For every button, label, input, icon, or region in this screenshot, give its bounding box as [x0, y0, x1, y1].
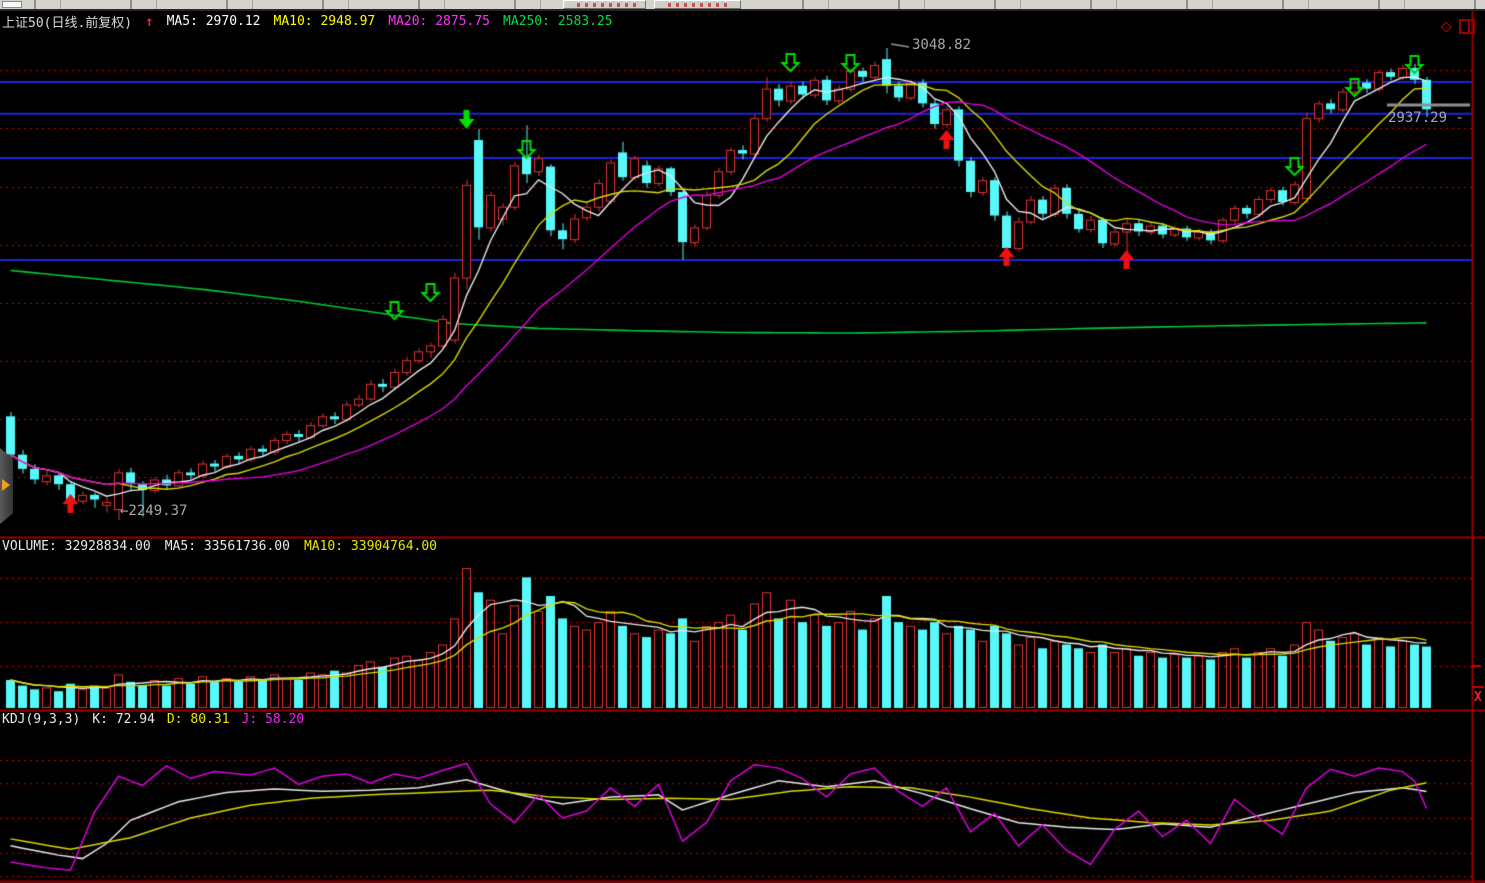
toolbar-button-1-text: [572, 3, 637, 7]
instrument-title: 上证50(日线.前复权): [2, 16, 133, 31]
volume-value: VOLUME: 32928834.00: [2, 539, 151, 554]
peak-price-annotation: 3048.82: [912, 37, 972, 53]
kdj-k-value: K: 72.94: [92, 712, 155, 727]
trend-up-arrow-icon: ↑: [145, 13, 154, 30]
toolbar-button-2[interactable]: [654, 0, 741, 9]
volume-ma10-value: MA10: 33904764.00: [303, 539, 438, 554]
top-toolbar: [0, 0, 1485, 11]
toolbar-button-2-text: [663, 3, 732, 7]
split-window-icon[interactable]: [1459, 18, 1475, 34]
kdj-j-value: J: 58.20: [241, 712, 305, 727]
toolbar-swatch: [2, 1, 22, 8]
kdj-d-value: D: 80.31: [166, 712, 230, 727]
expand-arrow-icon: [2, 479, 10, 491]
ma10-value: MA10: 2948.97: [273, 14, 376, 29]
volume-pane-header: VOLUME: 32928834.00 MA5: 33561736.00 MA1…: [2, 539, 437, 554]
pane-corner-icons: ◇: [1440, 15, 1475, 37]
ma250-value: MA250: 2583.25: [503, 14, 613, 29]
diamond-icon[interactable]: ◇: [1440, 15, 1452, 37]
volume-ma5-value: MA5: 33561736.00: [164, 539, 290, 554]
ma5-value: MA5: 2970.12: [166, 14, 261, 29]
toolbar-button-1[interactable]: [563, 0, 646, 9]
volume-pane-close-button[interactable]: X: [1474, 690, 1482, 705]
latest-price-annotation: 2937.29 -: [1388, 110, 1464, 126]
trough-price-annotation: ←2249.37: [120, 503, 188, 519]
kdj-pane-header: KDJ(9,3,3) K: 72.94 D: 80.31 J: 58.20: [2, 712, 304, 727]
sidebar-collapse-tab[interactable]: [0, 448, 13, 524]
price-pane-header: 上证50(日线.前复权) ↑ MA5: 2970.12 MA10: 2948.9…: [2, 12, 613, 32]
kdj-indicator-name: KDJ(9,3,3): [2, 712, 81, 727]
ma20-value: MA20: 2875.75: [388, 14, 490, 29]
